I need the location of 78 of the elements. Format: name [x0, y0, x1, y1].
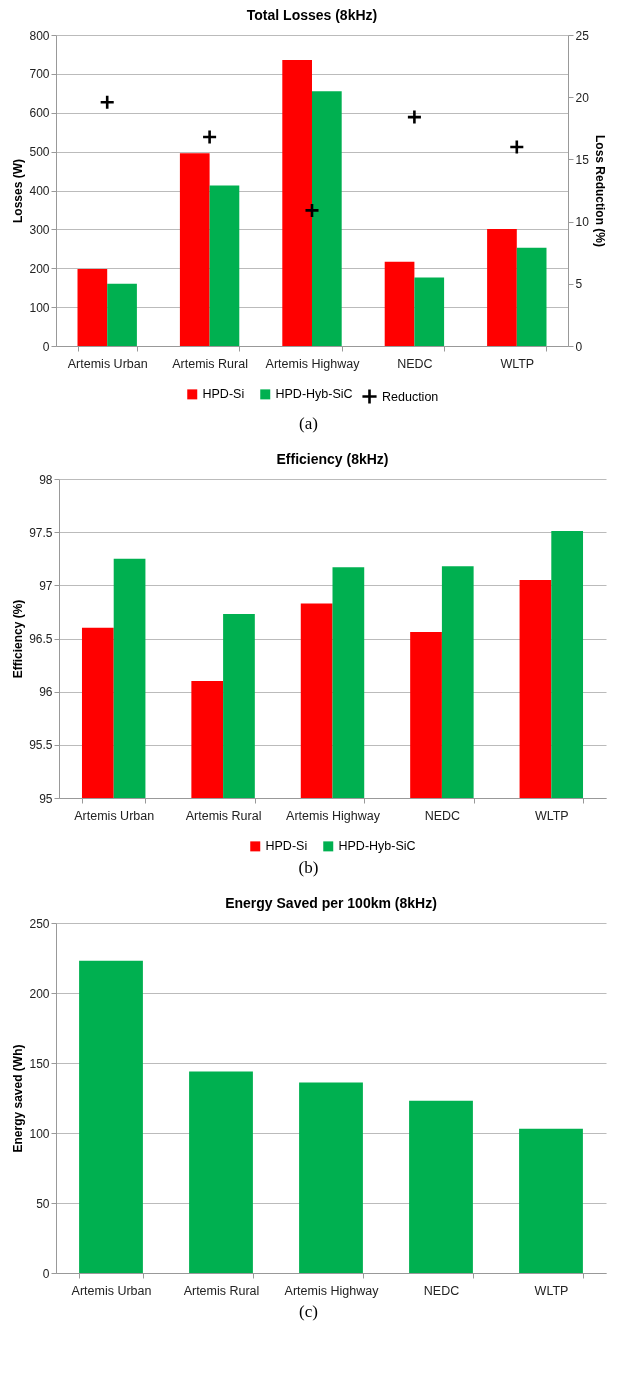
y-tick-label: 400 [29, 184, 50, 198]
bar [189, 1071, 253, 1273]
y-tick-label: 97.5 [29, 525, 53, 540]
y-tick-label: 0 [42, 1266, 50, 1281]
bar [282, 59, 312, 346]
y-axis-title: Energy saved (Wh) [11, 1044, 26, 1153]
x-tick-label: Artemis Rural [183, 1283, 260, 1298]
y2-tick-label: 0 [575, 339, 583, 354]
bar [519, 1128, 583, 1273]
y2-tick-label: 10 [575, 215, 590, 230]
y-tick-label: 100 [29, 1126, 50, 1141]
legend-label: HPD-Si [265, 839, 308, 854]
y2-tick-label: 15 [575, 152, 590, 167]
x-tick-label: Artemis Highway [265, 356, 361, 371]
y-tick-label: 98 [39, 472, 53, 487]
x-tick-label: WLTP [534, 1283, 569, 1298]
text: (a) [298, 414, 319, 435]
y-tick-label: 800 [29, 28, 50, 43]
x-tick-label: Artemis Urban [67, 356, 148, 371]
y-tick-label: 95.5 [29, 738, 53, 753]
point [201, 129, 218, 145]
chart-title: Energy Saved per 100km (8kHz) [225, 895, 437, 911]
legend-label: Reduction [382, 389, 439, 404]
bar [384, 261, 415, 346]
bar [179, 153, 210, 346]
text: (b) [297, 858, 320, 879]
legend-label: HPD-Hyb-SiC [275, 387, 353, 402]
y2-axis-title: Loss Reduction (%) [592, 134, 607, 248]
legend-label: HPD-Si [202, 387, 245, 402]
y-tick-label: 95 [39, 791, 53, 806]
y-tick-label: 100 [29, 300, 50, 315]
bar [299, 1082, 363, 1273]
x-tick-label: WLTP [500, 356, 535, 371]
x-tick-label: Artemis Urban [74, 808, 155, 823]
y-tick-label: 0 [42, 339, 50, 354]
y-tick-label: 200 [29, 986, 50, 1001]
x-tick-label: Artemis Rural [172, 356, 248, 371]
bar [312, 91, 342, 346]
y2-tick-label: 5 [575, 277, 583, 292]
y-tick-label: 97 [39, 578, 53, 593]
y-tick-label: 300 [29, 222, 50, 237]
bar [409, 1100, 473, 1273]
legend-label: HPD-Hyb-SiC [338, 839, 416, 854]
x-tick-label: NEDC [424, 808, 461, 823]
x-tick-label: NEDC [397, 356, 433, 371]
bar [77, 269, 108, 346]
x-tick-label: Artemis Highway [286, 808, 381, 823]
bar [79, 960, 143, 1273]
y2-tick-label: 25 [575, 28, 590, 43]
bar [516, 247, 547, 346]
bar [209, 185, 240, 346]
y-tick-label: 500 [29, 145, 50, 160]
point [99, 94, 116, 110]
y-tick-label: 700 [29, 67, 50, 82]
x-tick-label: Artemis Rural [185, 808, 262, 823]
y-tick-label: 50 [36, 1196, 50, 1211]
y2-tick-label: 20 [575, 90, 590, 105]
point [508, 139, 525, 155]
x-tick-label: Artemis Urban [71, 1283, 152, 1298]
y-tick-label: 150 [29, 1056, 50, 1071]
y-tick-label: 600 [29, 106, 50, 121]
y-axis-title: Efficiency (%) [11, 599, 26, 679]
y-axis-title: Losses (W) [11, 158, 26, 224]
point [406, 109, 423, 125]
y-tick-label: 96 [39, 685, 53, 700]
x-tick-label: NEDC [423, 1283, 460, 1298]
bar [487, 228, 517, 346]
bar [414, 277, 445, 346]
point [304, 202, 320, 219]
text: (c) [298, 1302, 319, 1323]
bar [107, 283, 137, 346]
chart-title: Efficiency (8kHz) [276, 451, 389, 467]
x-tick-label: Artemis Highway [284, 1283, 380, 1298]
x-tick-label: WLTP [534, 808, 569, 823]
y-tick-label: 96.5 [29, 632, 53, 646]
y-tick-label: 200 [29, 261, 50, 276]
chart-title: Total Losses (8kHz) [246, 7, 378, 23]
y-tick-label: 250 [29, 916, 50, 931]
